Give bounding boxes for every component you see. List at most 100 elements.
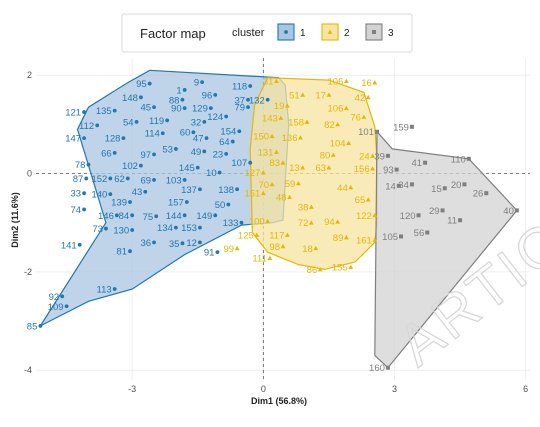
point-label: 133	[223, 218, 239, 229]
point-label: 20	[451, 180, 462, 191]
cluster-1-point	[114, 213, 119, 218]
point-label: 76	[350, 112, 361, 123]
point-label: 136	[282, 133, 298, 144]
cluster-1-point	[84, 176, 89, 181]
cluster-2-point	[365, 94, 371, 100]
x-axis-title: Dim1 (56.8%)	[251, 396, 307, 406]
cluster-1-point	[195, 165, 200, 170]
point-label: 70	[258, 180, 269, 191]
point-label: 81	[116, 247, 127, 258]
point-label: 103	[166, 175, 182, 186]
point-label: 32	[191, 117, 202, 128]
legend-label-cluster-2: 2	[344, 28, 350, 39]
point-label: 118	[232, 82, 247, 93]
point-label: 65	[355, 195, 366, 206]
point-label: 31	[263, 77, 274, 88]
point-label: 110	[451, 154, 466, 165]
cluster-1-point	[160, 131, 165, 136]
cluster-2-point	[335, 121, 341, 127]
x-tick-label: 0	[261, 384, 266, 394]
point-label: 42	[355, 93, 366, 104]
cluster-2-point	[295, 180, 301, 186]
point-label: 117	[269, 230, 284, 241]
point-label: 131	[258, 147, 274, 158]
cluster-2-point	[284, 232, 290, 237]
point-label: 15	[431, 184, 442, 195]
legend: 1 2 3	[277, 23, 394, 41]
cluster-1-point	[112, 150, 117, 155]
cluster-1-point	[64, 304, 69, 309]
cluster-2-point	[304, 119, 310, 124]
cluster-2-point	[269, 181, 275, 187]
point-label: 154	[220, 127, 236, 138]
cluster-1-point	[125, 176, 130, 181]
cluster-2-point	[265, 218, 271, 224]
cluster-1-point	[213, 213, 218, 218]
cluster-2-point	[254, 232, 260, 237]
point-label: 38	[298, 202, 309, 213]
cluster-1-point	[208, 106, 213, 111]
cluster-1-point	[152, 152, 156, 157]
cluster-1-point	[130, 228, 135, 232]
point-label: 1	[176, 85, 181, 96]
cluster-1-point	[215, 250, 220, 255]
cluster-1-point	[246, 97, 250, 102]
cluster-1-point	[108, 176, 113, 181]
cluster-1-point	[182, 88, 187, 92]
point-label: 39	[374, 151, 385, 162]
cluster-1-point	[82, 191, 86, 196]
cluster-2-point	[313, 245, 319, 251]
cluster-2-point	[260, 170, 266, 175]
cluster-1-point	[104, 226, 108, 231]
point-label: 37	[234, 95, 245, 106]
cluster-1-point	[213, 92, 218, 97]
point-label: 145	[179, 163, 195, 174]
point-label: 83	[269, 158, 280, 169]
cluster-1-point	[139, 163, 143, 168]
cluster-1-point	[82, 110, 86, 114]
point-label: 119	[149, 116, 164, 127]
cluster-3-point	[416, 213, 421, 218]
point-label: 86	[307, 265, 318, 276]
cluster-3-point	[409, 124, 414, 129]
cluster-1-point	[143, 189, 148, 194]
cluster-1-point	[152, 178, 156, 182]
cluster-2-hull	[249, 77, 378, 271]
point-label: 91	[204, 248, 215, 259]
point-label: 10	[206, 168, 217, 179]
cluster-2-point	[317, 266, 323, 272]
cluster-1-point	[182, 178, 187, 182]
point-label: 24	[359, 151, 370, 162]
point-label: 26	[473, 189, 484, 200]
point-label: 82	[324, 120, 335, 131]
point-label: 48	[276, 193, 287, 204]
cluster-3-point	[425, 230, 430, 235]
point-label: 97	[140, 150, 151, 161]
cluster-2-point	[326, 165, 332, 170]
point-label: 156	[354, 164, 370, 175]
cluster-3-point	[440, 208, 445, 213]
cluster-1-point	[182, 213, 187, 218]
point-label: 56	[414, 228, 425, 239]
point-label: 146	[98, 211, 114, 222]
cluster-1-point	[128, 249, 132, 254]
point-label: 160	[369, 363, 385, 374]
chart-title: Factor map	[140, 26, 206, 41]
cluster-2-point	[370, 166, 376, 171]
cluster-1-point	[134, 120, 139, 124]
cluster-1-point	[237, 129, 242, 134]
point-label: 59	[285, 179, 296, 190]
point-label: 63	[315, 163, 326, 174]
point-label: 34	[398, 180, 409, 191]
cluster-3-point	[462, 182, 467, 187]
cluster-3-point	[394, 167, 399, 172]
point-label: 44	[337, 183, 348, 194]
point-label: 150	[253, 132, 269, 143]
cluster-3-point	[423, 160, 428, 165]
cluster-1-point	[112, 287, 117, 291]
point-label: 72	[298, 218, 309, 229]
cluster-1-point	[130, 213, 135, 218]
point-label: 75	[143, 212, 154, 223]
point-label: 128	[105, 134, 121, 145]
